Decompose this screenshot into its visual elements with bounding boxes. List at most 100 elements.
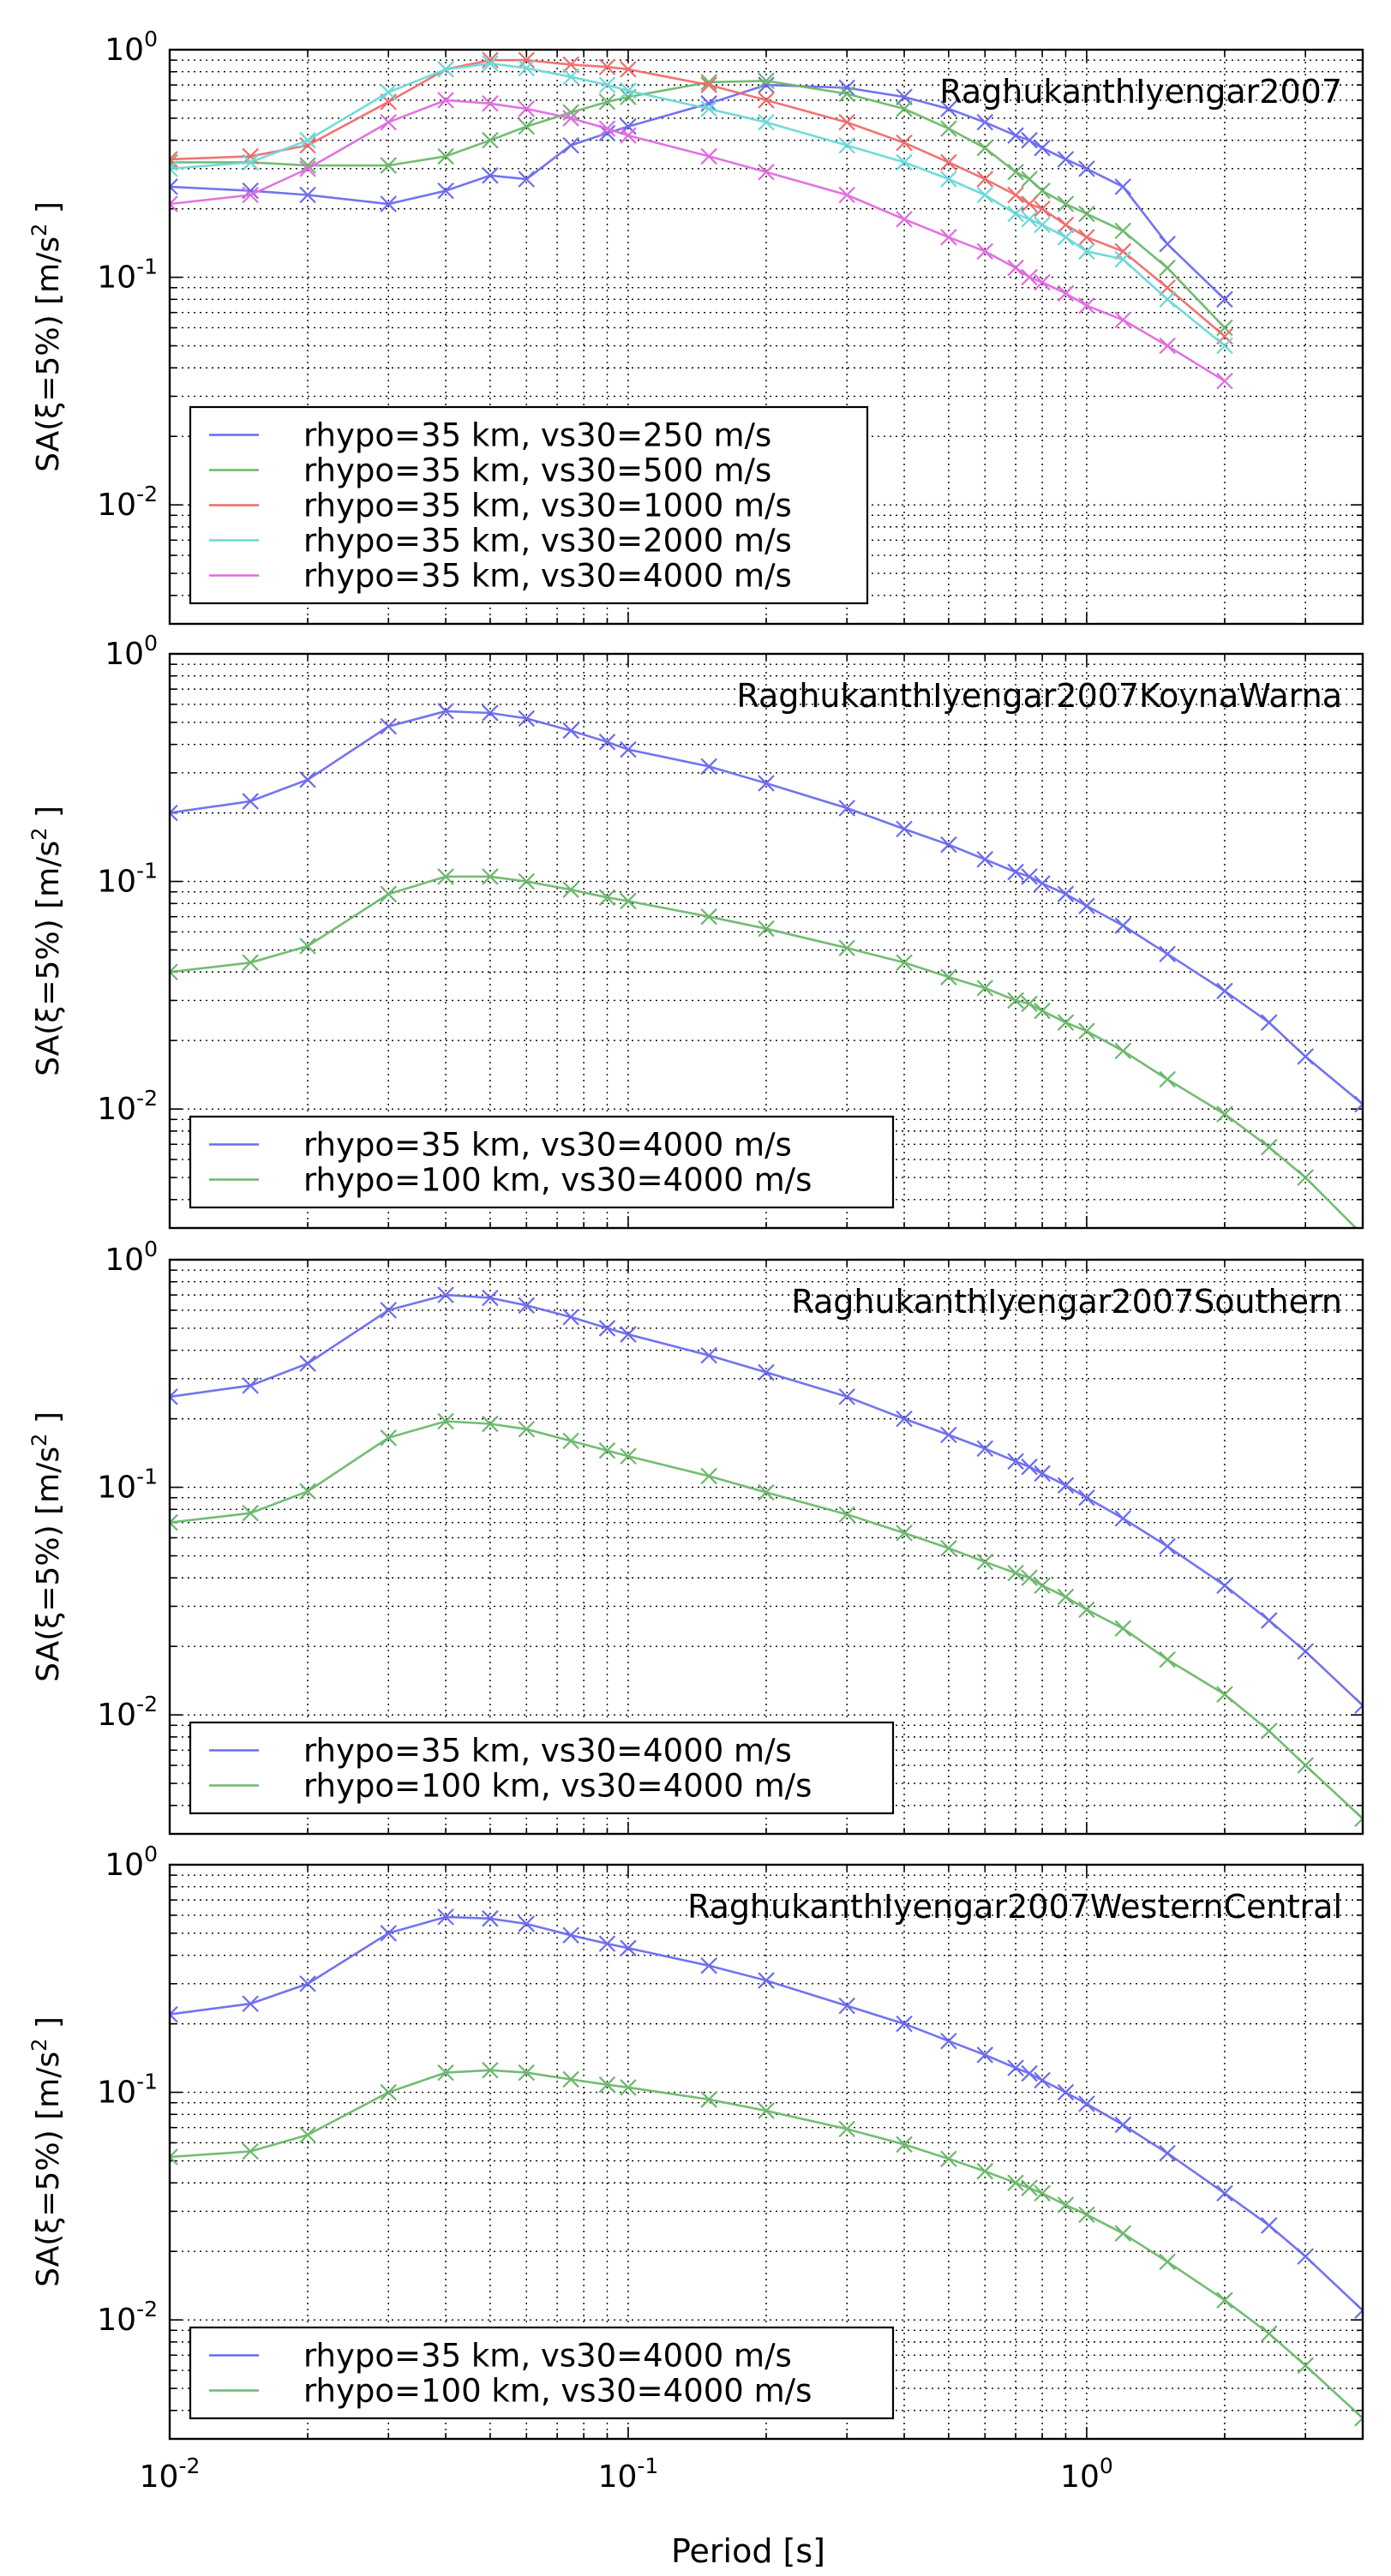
data-point-marker	[1159, 945, 1176, 962]
data-point-marker	[1021, 268, 1038, 286]
data-point-marker	[896, 954, 913, 972]
data-point-marker	[1021, 1569, 1038, 1587]
legend-label: rhypo=35 km, vs30=4000 m/s	[303, 1733, 792, 1770]
data-point-marker	[518, 1915, 536, 1932]
data-point-marker	[598, 734, 616, 751]
data-point-marker	[896, 820, 913, 838]
data-point-marker	[1114, 222, 1132, 240]
data-point-marker	[518, 1297, 536, 1315]
x-tick-exponent: -2	[178, 2453, 200, 2478]
data-point-marker	[1021, 1458, 1038, 1476]
data-point-marker	[1057, 195, 1075, 213]
data-point-marker	[1159, 291, 1176, 309]
series-1	[170, 1908, 1363, 2319]
data-point-marker	[299, 131, 316, 149]
data-point-marker	[299, 1483, 316, 1501]
y-tick-exponent: 0	[144, 631, 158, 656]
data-point-marker	[562, 722, 579, 740]
y-tick-exponent: 0	[144, 27, 158, 51]
data-point-marker	[1007, 186, 1024, 204]
data-point-marker	[299, 2126, 316, 2144]
data-point-marker	[1159, 1070, 1176, 1088]
y-tick-exponent: -1	[136, 859, 158, 884]
data-point-marker	[700, 100, 717, 117]
data-point-marker	[598, 2076, 616, 2094]
data-point-marker	[940, 229, 957, 246]
data-point-marker	[976, 979, 994, 997]
data-point-marker	[1114, 311, 1132, 329]
data-point-marker	[1057, 885, 1075, 903]
x-tick-mantissa: 10	[598, 2459, 638, 2495]
data-point-marker	[1057, 1588, 1075, 1606]
data-point-marker	[170, 195, 178, 213]
series-line	[170, 58, 1226, 338]
data-point-marker	[838, 1506, 855, 1523]
y-label-sup: 2	[27, 2039, 51, 2052]
data-point-marker	[1159, 1650, 1176, 1668]
data-point-marker	[1007, 1564, 1024, 1582]
series-group	[170, 703, 1363, 1228]
panel-title: RaghukanthIyengar2007WesternCentral	[687, 1888, 1342, 1926]
data-point-marker	[380, 1925, 398, 1942]
data-point-marker	[598, 120, 616, 137]
legend-label: rhypo=35 km, vs30=250 m/s	[303, 417, 771, 454]
data-point-marker	[940, 2032, 957, 2050]
y-tick-mantissa: 10	[97, 488, 136, 523]
legend-box	[189, 1721, 895, 1815]
data-point-marker	[242, 793, 259, 810]
data-point-marker	[1354, 1697, 1363, 1714]
data-point-marker	[170, 2005, 178, 2023]
data-point-marker	[758, 1972, 775, 1989]
y-label-main: SA(ξ=5%) [m/s	[31, 841, 66, 1076]
data-point-marker	[1159, 2253, 1176, 2271]
data-point-marker	[380, 195, 398, 213]
data-point-marker	[437, 1412, 454, 1430]
data-point-marker	[1057, 1477, 1075, 1495]
legend-box	[189, 2326, 895, 2420]
data-point-marker	[620, 61, 637, 78]
data-point-marker	[170, 804, 178, 822]
data-point-marker	[1007, 2174, 1024, 2192]
data-point-marker	[598, 58, 616, 75]
data-point-marker	[1297, 2248, 1314, 2265]
series-group	[170, 51, 1233, 390]
data-point-marker	[170, 160, 178, 177]
data-point-marker	[1057, 2196, 1075, 2214]
y-axis-label: SA(ξ=5%) [m/s2 ]	[27, 1411, 66, 1682]
data-point-marker	[1261, 1014, 1278, 1031]
data-point-marker	[170, 1388, 178, 1405]
y-tick-label: 10-1	[97, 255, 158, 296]
data-point-marker	[482, 1910, 499, 1927]
x-tick-label: 10-1	[598, 2453, 659, 2495]
series-1	[170, 1286, 1363, 1714]
data-point-marker	[437, 1908, 454, 1926]
data-point-marker	[1078, 229, 1095, 246]
data-point-marker	[518, 171, 536, 188]
data-point-marker	[1034, 216, 1051, 234]
data-point-marker	[562, 110, 579, 127]
data-point-marker	[598, 889, 616, 907]
y-tick-label: 100	[105, 27, 158, 68]
data-point-marker	[518, 100, 536, 117]
x-tick-label: 10-2	[140, 2453, 201, 2495]
data-point-marker	[299, 1975, 316, 1992]
data-point-marker	[940, 2150, 957, 2168]
data-point-marker	[896, 88, 913, 105]
y-axis-label: SA(ξ=5%) [m/s2 ]	[27, 2016, 66, 2287]
data-point-marker	[620, 740, 637, 758]
y-axis-label: SA(ξ=5%) [m/s2 ]	[27, 201, 66, 472]
series-2	[170, 1412, 1363, 1827]
data-point-marker	[758, 1363, 775, 1381]
y-tick-exponent: -2	[136, 1692, 158, 1716]
data-point-marker	[1216, 1686, 1233, 1704]
data-point-marker	[1021, 995, 1038, 1013]
data-point-marker	[437, 147, 454, 165]
data-point-marker	[437, 92, 454, 109]
data-point-marker	[1034, 200, 1051, 218]
panel-title: RaghukanthIyengar2007KoynaWarna	[736, 677, 1342, 715]
legend-box	[189, 1115, 895, 1209]
